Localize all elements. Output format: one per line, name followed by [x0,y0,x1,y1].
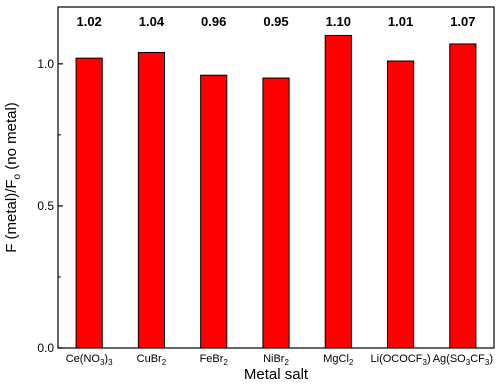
bar [200,74,228,349]
value-labels: 1.02 1.04 0.96 0.95 1.10 1.01 1.07 [76,14,475,29]
category-label: MgCl2 [323,353,354,367]
y-tick-label: 0.0 [37,341,54,355]
bar [262,77,290,349]
bar-value-label: 1.07 [450,14,475,29]
bar-value-label: 0.95 [263,14,288,29]
category-label: Ag(SO3CF3) [433,353,493,367]
bar [449,43,477,349]
bar-value-label: 1.01 [388,14,413,29]
bar-value-label: 0.96 [201,14,226,29]
y-axis: 0.0 0.5 1.0 [37,57,63,355]
category-label: FeBr2 [200,353,229,367]
bar-value-label: 1.10 [326,14,351,29]
category-label: Ce(NO3)3 [66,353,113,367]
category-label: NiBr2 [263,353,289,367]
category-label: CuBr2 [137,353,167,367]
bar-value-label: 1.02 [76,14,101,29]
bar-value-label: 1.04 [139,14,165,29]
bars [75,34,477,349]
y-tick-label: 0.5 [37,199,54,213]
category-label: Li(OCOCF3) [371,353,431,367]
x-axis-title: Metal salt [244,366,309,383]
bar [75,57,103,349]
y-axis-title: F (metal)/Fo (no metal) [3,102,23,253]
x-axis-category-labels: Ce(NO3)3 CuBr2 FeBr2 NiBr2 MgCl2 Li(OCOCF3) Ag… [66,353,493,367]
bar [386,60,415,349]
bar [137,51,166,349]
bar [324,34,352,349]
y-tick-label: 1.0 [37,57,54,71]
